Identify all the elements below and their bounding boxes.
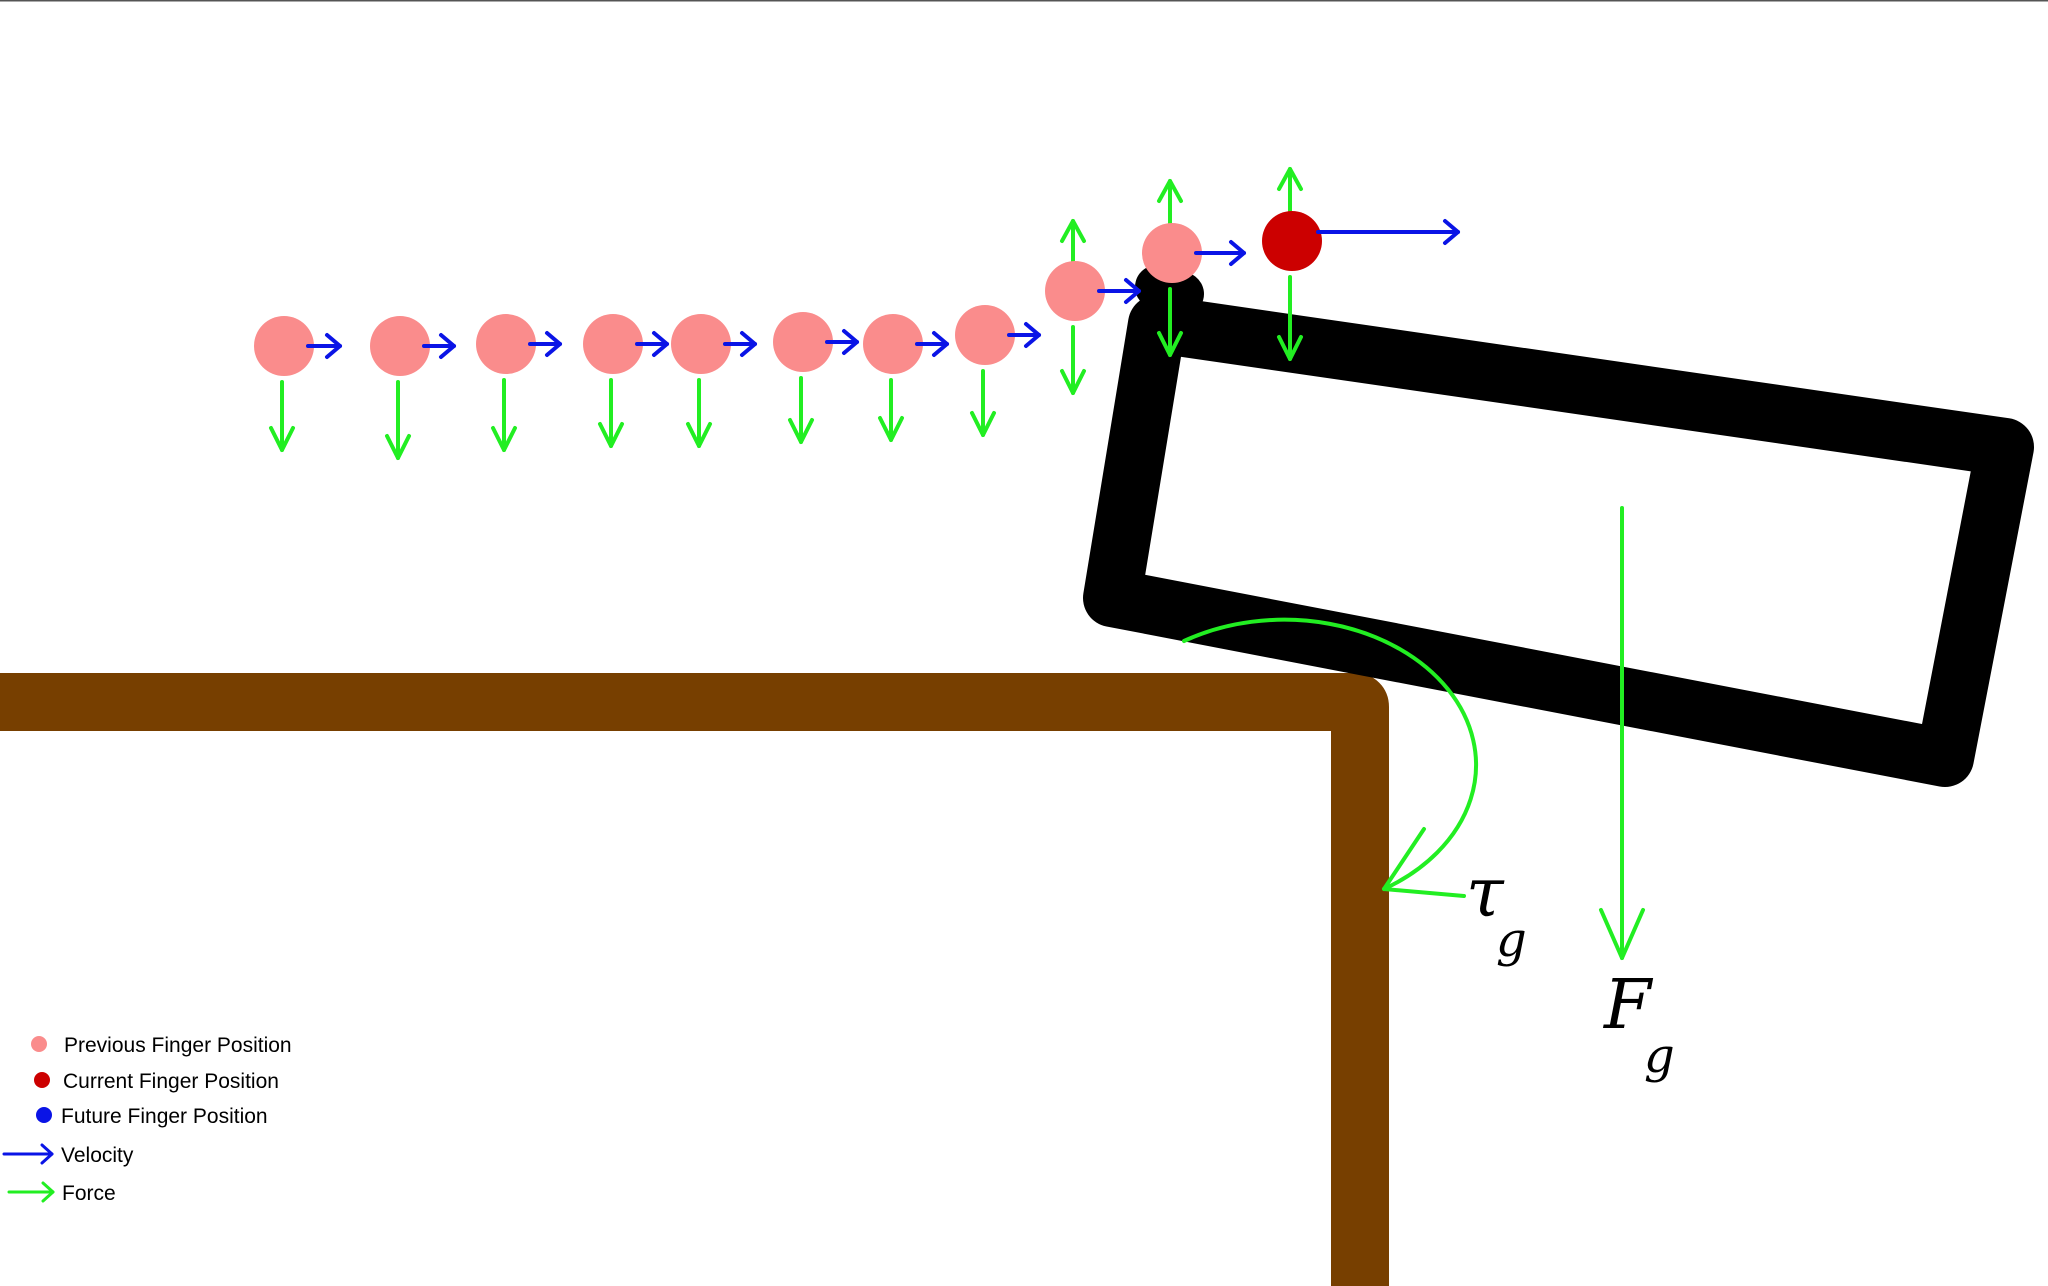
finger-step [863,314,949,442]
velocity-arrowhead [652,331,669,357]
downward-force-arrowhead [598,422,624,448]
gravity-force-arrowhead [1599,908,1645,960]
downward-force-arrowhead [788,418,814,444]
downward-force-arrowhead [970,411,996,437]
velocity-arrowhead [325,333,342,359]
downward-force-arrowhead [1157,331,1183,357]
previous-finger-dot [671,314,731,374]
upward-force-arrowhead [1277,167,1303,191]
velocity-arrowhead [740,331,757,357]
previous-finger-dot [1045,261,1105,321]
downward-force-arrowhead [1060,369,1086,395]
torque-label: τ [1466,854,1505,933]
downward-force-arrowhead [491,426,517,452]
previous-finger-dot [476,314,536,374]
tilted-box [1083,295,2034,787]
velocity-arrow-icon [2,1143,54,1165]
previous-finger-dot [583,314,643,374]
downward-force-arrowhead [878,416,904,442]
legend: Previous Finger Position Current Finger … [2,1034,292,1205]
gravity-force-label: F [1602,966,1654,1045]
finger-step [254,316,342,452]
downward-force-arrowhead [269,426,295,452]
finger-step [671,314,757,448]
future-finger-legend-dot [36,1107,52,1123]
force-arrow-icon [7,1181,55,1203]
previous-finger-legend-label: Previous Finger Position [64,1034,292,1057]
previous-finger-dot [1142,223,1202,283]
gravity-force-subscript: g [1644,1028,1675,1084]
finger-trajectory [254,167,1460,460]
downward-force-arrowhead [1277,335,1303,361]
previous-finger-dot [370,316,430,376]
current-finger-dot [1262,211,1322,271]
velocity-arrowhead [1024,322,1041,348]
downward-force-arrowhead [385,434,411,460]
previous-finger-dot [254,316,314,376]
previous-finger-dot [863,314,923,374]
force-legend-label: Force [62,1182,116,1205]
velocity-arrowhead [1124,278,1141,304]
previous-finger-dot [773,312,833,372]
finger-step [370,316,456,460]
velocity-arrowhead [1443,219,1460,245]
finger-step [1045,219,1141,395]
current-finger-legend-label: Current Finger Position [63,1070,279,1093]
upward-force-arrowhead [1060,219,1086,243]
velocity-arrowhead [1229,240,1246,266]
upward-force-arrowhead [1157,179,1183,203]
table [0,673,1389,1286]
future-finger-legend-label: Future Finger Position [61,1105,268,1128]
velocity-arrowhead [932,331,949,357]
velocity-arrowhead [842,329,859,355]
finger-step [1262,167,1460,361]
velocity-arrowhead [545,331,562,357]
finger-step [583,314,669,448]
previous-finger-legend-dot [31,1036,47,1052]
finger-step [955,305,1041,437]
downward-force-arrowhead [686,422,712,448]
velocity-legend-label: Velocity [61,1144,134,1167]
torque-arc [1182,617,1478,891]
torque-arrowhead [1382,827,1466,898]
finger-step [476,314,562,452]
current-finger-legend-dot [34,1072,50,1088]
torque-subscript: g [1496,912,1527,968]
previous-finger-dot [955,305,1015,365]
finger-step [773,312,859,444]
velocity-arrowhead [439,333,456,359]
finger-step [1142,179,1246,357]
